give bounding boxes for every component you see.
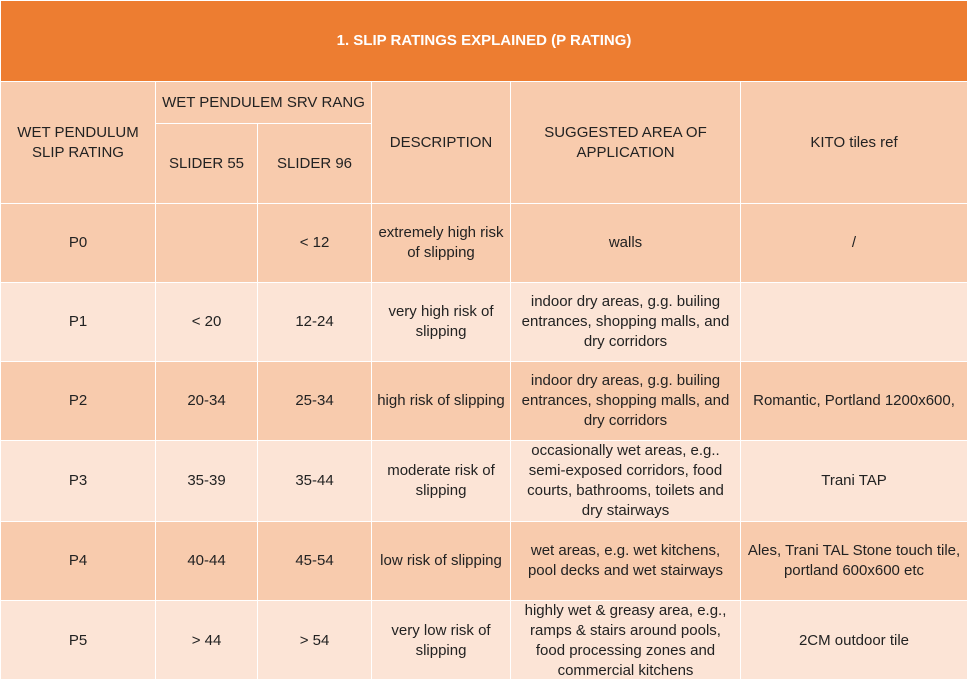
table-cell: highly wet & greasy area, e.g., ramps & …	[510, 600, 741, 679]
table-cell: P1	[0, 282, 156, 362]
table-cell: < 20	[155, 282, 258, 362]
header-cell: SLIDER 96	[257, 123, 372, 204]
title: 1. SLIP RATINGS EXPLAINED (P RATING)	[0, 0, 967, 82]
table-body: P0 < 12 extremely high risk of slipping wal…	[0, 203, 967, 679]
table-cell: occasionally wet areas, e.g.. semi-expos…	[510, 440, 741, 522]
table-cell: > 54	[257, 600, 372, 679]
table-cell	[739, 282, 967, 362]
table-cell: 2CM outdoor tile	[739, 600, 967, 679]
table-row: P5 > 44 > 54 very low risk of slipping highl…	[0, 600, 967, 679]
table-cell: very low risk of slipping	[371, 600, 511, 679]
table-cell: indoor dry areas, g.g. builing entrances…	[510, 361, 741, 441]
table-cell: extremely high risk of slipping	[371, 203, 511, 283]
table-cell: moderate risk of slipping	[371, 440, 511, 522]
table-cell: high risk of slipping	[371, 361, 511, 441]
header-row: WET PENDULUM SLIP RATING WET PENDULEM SR…	[0, 81, 967, 204]
title-row: 1. SLIP RATINGS EXPLAINED (P RATING)	[0, 0, 967, 82]
table-cell: > 44	[155, 600, 258, 679]
header-row: SLIDER 55 SLIDER 96	[1, 123, 967, 204]
table-cell: very high risk of slipping	[371, 282, 511, 362]
table-cell: P3	[0, 440, 156, 522]
table-row: P1 < 20 12-24 very high risk of slipping ind…	[0, 282, 967, 362]
table-row: P0 < 12 extremely high risk of slipping wal…	[0, 203, 967, 283]
header-cell: SLIDER 55	[155, 123, 258, 204]
header-cell: KITO tiles ref	[739, 81, 967, 204]
table-cell: 45-54	[257, 521, 372, 601]
table-cell: P5	[0, 600, 156, 679]
table-cell: indoor dry areas, g.g. builing entrances…	[510, 282, 741, 362]
table-cell: Trani TAP	[739, 440, 967, 522]
header-cell: WET PENDULEM SRV RANG	[155, 81, 372, 124]
table-cell: 25-34	[257, 361, 372, 441]
table-cell: /	[739, 203, 967, 283]
table-cell: low risk of slipping	[371, 521, 511, 601]
table-cell: 20-34	[155, 361, 258, 441]
table-cell: 35-44	[257, 440, 372, 522]
table-cell: Romantic, Portland 1200x600,	[739, 361, 967, 441]
table-row: P4 40-44 45-54 low risk of slipping wet area…	[0, 521, 967, 601]
header-cell: WET PENDULUM SLIP RATING	[0, 81, 156, 204]
table-cell: 40-44	[155, 521, 258, 601]
table-cell: 12-24	[257, 282, 372, 362]
table-cell: walls	[510, 203, 741, 283]
table-cell: Ales, Trani TAL Stone touch tile, portla…	[739, 521, 967, 601]
table-row: P2 20-34 25-34 high risk of slipping indoor …	[0, 361, 967, 441]
table-cell: < 12	[257, 203, 372, 283]
table-cell: P2	[0, 361, 156, 441]
header-cell: SUGGESTED AREA OF APPLICATION	[510, 81, 741, 204]
table-cell: 35-39	[155, 440, 258, 522]
table-cell	[155, 203, 258, 283]
table-cell: P4	[0, 521, 156, 601]
header-cell: DESCRIPTION	[371, 81, 511, 204]
table-row: P3 35-39 35-44 moderate risk of slipping occ…	[0, 440, 967, 522]
table-cell: P0	[0, 203, 156, 283]
table-cell: wet areas, e.g. wet kitchens, pool decks…	[510, 521, 741, 601]
